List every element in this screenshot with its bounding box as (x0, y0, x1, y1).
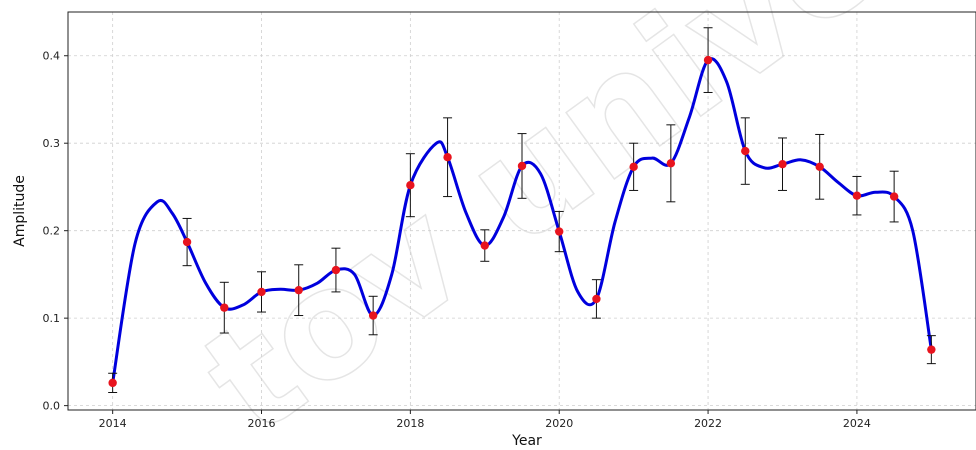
data-point (443, 153, 452, 162)
y-tick-label: 0.0 (43, 400, 61, 413)
data-point (182, 237, 192, 247)
data-point (815, 162, 824, 172)
data-point (257, 287, 266, 297)
x-tick-label: 2020 (545, 417, 573, 430)
x-tick-label: 2018 (396, 417, 424, 430)
axis-ticks: 2014 2016 2018 2020 2022 2024 0.0 0.1 0.2 0.3 0.4 (43, 50, 871, 430)
data-point (703, 55, 713, 65)
data-point (480, 241, 489, 250)
data-point (331, 265, 341, 275)
data-point (220, 303, 229, 312)
data-point (852, 191, 862, 200)
data-point (778, 160, 787, 169)
data-point-layer (108, 55, 936, 388)
y-tick-label: 0.3 (43, 137, 61, 150)
plot-frame (67, 11, 976, 411)
data-point (629, 162, 638, 172)
data-point (666, 159, 676, 168)
data-point (592, 294, 601, 304)
data-point (555, 227, 564, 236)
y-axis-label: Amplitude (12, 175, 28, 247)
x-tick-label: 2014 (99, 417, 127, 430)
data-point (741, 146, 750, 156)
y-tick-label: 0.4 (43, 50, 61, 63)
data-point (517, 161, 527, 171)
data-point (294, 285, 303, 295)
x-tick-label: 2024 (843, 417, 871, 430)
x-axis-label: Year (511, 433, 542, 449)
data-point (889, 192, 899, 201)
x-tick-label: 2022 (694, 417, 722, 430)
y-tick-label: 0.1 (43, 312, 61, 325)
x-tick-label: 2016 (248, 417, 276, 430)
watermark: tov univers (174, 0, 976, 450)
data-point (368, 311, 378, 320)
data-point (108, 378, 117, 388)
data-point (927, 345, 936, 354)
data-point (406, 180, 415, 190)
y-tick-label: 0.2 (43, 225, 61, 238)
